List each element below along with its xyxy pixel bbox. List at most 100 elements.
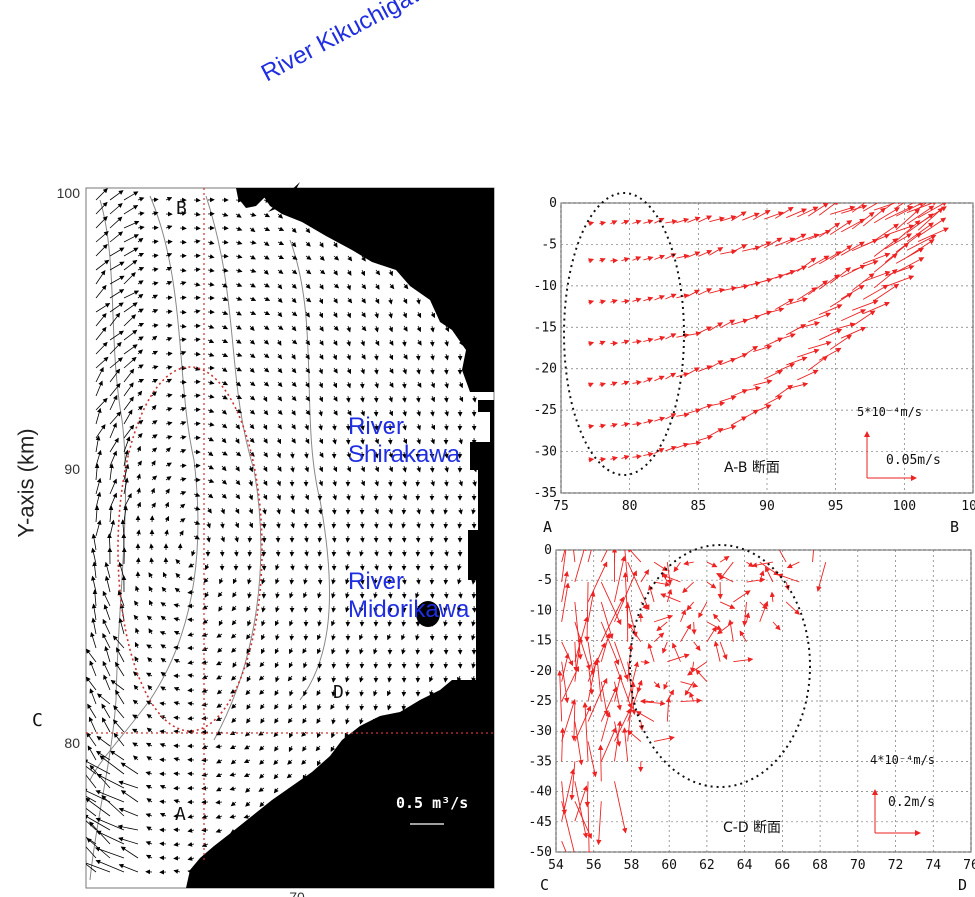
plan-vector [331,689,337,697]
plan-vector [86,836,97,845]
plan-vector [291,423,296,430]
plan-vector [274,661,280,669]
y-tick-label: 0 [544,543,552,558]
plan-vector [245,787,251,793]
plan-vector [346,283,351,291]
plan-vector [331,633,336,641]
plan-vector [204,591,210,598]
plan-vector [96,774,125,789]
plan-vector [246,633,251,640]
plan-vector [134,641,140,649]
plan-vector [151,211,159,216]
y-tick-label: -5 [541,237,557,252]
plan-ytick-100: 100 [57,185,81,201]
plan-vector [262,423,268,431]
plan-vector [345,717,350,725]
plan-vector [193,520,201,525]
plan-vector [96,693,111,705]
plan-vector [360,367,365,375]
plan-vector [331,619,336,627]
plan-vector [123,356,137,369]
plan-vector [274,703,279,710]
plan-vector [360,493,365,501]
plan-vector [215,814,223,819]
plan-vector [159,743,167,748]
plan-vector [123,220,140,229]
plan-vector [263,296,271,302]
plan-vector [234,507,240,515]
plan-vector [231,717,237,723]
plan-vector [345,423,351,431]
plan-vector [206,521,211,529]
plan-vector [277,381,283,388]
plan-vector [173,799,181,804]
plan-vector [331,661,337,669]
plan-vector [360,339,365,347]
plan-vector [118,807,139,817]
plan-vector [137,336,144,341]
plan-vector [263,269,269,275]
plan-vector [345,549,351,557]
plan-vector [221,493,227,499]
plan-vector [207,436,214,442]
plan-vector [193,267,201,273]
plan-vector [88,716,97,733]
plan-vector [221,367,228,373]
plan-vector [263,451,268,458]
plan-vector [331,731,336,739]
plan-vector [145,854,153,860]
plan-vector [220,507,225,515]
plan-vector [123,436,131,453]
plan-vector [303,661,308,669]
plan-vector [360,409,365,417]
plan-vector [263,409,269,416]
plan-vector [96,830,125,845]
plan-vector [165,309,173,315]
plan-vector [179,449,187,454]
plan-vector [216,703,223,708]
plan-vector [245,801,251,807]
plan-vector [361,311,366,318]
plan-vector [246,675,252,682]
plan-vector [109,437,119,453]
plan-vector [95,259,110,271]
plan-vector [249,212,257,217]
plan-vector [179,518,186,523]
plan-vector [173,603,181,608]
y-tick-label: -10 [534,279,557,294]
plan-vector [263,325,270,331]
plan-vector [230,759,237,765]
plan-vector [277,353,283,360]
plan-vector [249,227,256,233]
plan-vector [221,352,229,358]
plan-vector [289,689,294,697]
plan-vector [361,255,366,262]
plan-vector [207,493,214,499]
label-shirakawa-line2: Shirakawa [348,441,461,468]
plan-vector [274,619,280,627]
plan-vector [207,380,215,385]
plan-vector [137,280,144,285]
plan-vector [95,312,107,327]
plan-vector [290,521,295,529]
plan-vector [345,535,351,543]
plan-vector [115,661,125,677]
plan-view-panel: 100 90 80 70 B A C D 0.5 m³/s [32,182,495,897]
y-tick-label: -30 [529,724,552,739]
plan-vector [112,719,125,733]
plan-vector [175,558,181,565]
plan-vector [86,807,97,817]
cd-y-ticks: 0 -5 -10 -15 -20 -25 -30 -35 -40 -45 -50 [529,543,552,860]
plan-vector [187,771,195,777]
plan-vector [277,297,283,303]
plan-vector [151,447,158,453]
plan-vector [305,409,311,416]
plan-vector [102,633,111,649]
plan-vector [318,465,324,473]
plan-vector [159,785,167,790]
plan-vector [146,756,153,761]
plan-vector [123,191,139,201]
plan-vector [86,863,97,873]
plan-vector [91,533,97,551]
